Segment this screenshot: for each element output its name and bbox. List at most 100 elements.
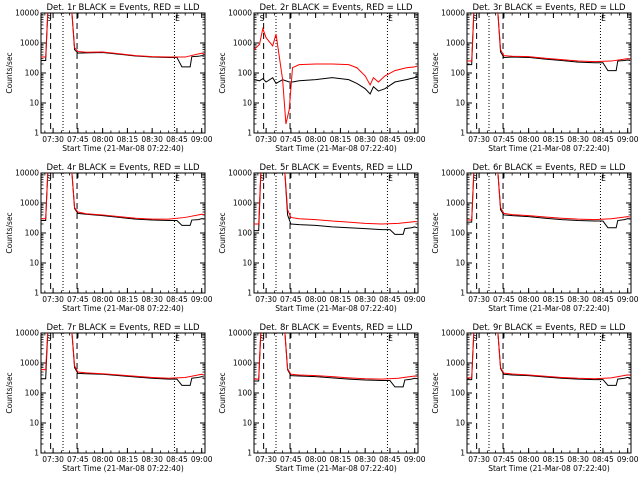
x-tick-label: 07:45 xyxy=(493,135,515,144)
plot-frame xyxy=(466,172,632,294)
series-group xyxy=(41,173,205,226)
end-marker-label: E xyxy=(601,334,606,343)
start-marker-label: S xyxy=(260,174,265,183)
x-tick-label: 09:00 xyxy=(404,455,426,464)
x-tick-label: 09:00 xyxy=(191,455,213,464)
chart-panel-7: Det. 7r BLACK = Events, RED = LLD 1 10 100 1… xyxy=(5,323,213,473)
plot-frame xyxy=(40,332,206,454)
end-marker-label: E xyxy=(388,174,393,183)
x-axis-label: Start Time (21-Mar-08 07:22:40) xyxy=(488,304,610,313)
end-marker-label: E xyxy=(175,174,180,183)
x-tick-label: 07:30 xyxy=(255,295,277,304)
chart-title: Det. 3r BLACK = Events, RED = LLD xyxy=(472,3,626,13)
series-group xyxy=(467,13,631,72)
y-tick-label: 10 xyxy=(29,419,39,428)
y-tick-label: 10000 xyxy=(441,169,465,178)
x-tick-label: 08:45 xyxy=(166,295,188,304)
chart-panel-2: Det. 2r BLACK = Events, RED = LLD 1 10 100 1… xyxy=(218,3,426,153)
chart-title: Det. 6r BLACK = Events, RED = LLD xyxy=(472,163,626,173)
y-tick-label: 1000 xyxy=(446,359,465,368)
x-tick-label: 08:45 xyxy=(166,135,188,144)
y-tick-label: 1 xyxy=(460,289,465,298)
y-tick-label: 10 xyxy=(455,99,465,108)
y-tick-label: 1 xyxy=(247,129,252,138)
y-tick-label: 100 xyxy=(451,229,466,238)
x-tick-label: 07:45 xyxy=(67,135,89,144)
x-tick-label: 08:00 xyxy=(518,135,540,144)
end-marker-label: E xyxy=(388,334,393,343)
x-tick-label: 08:15 xyxy=(330,295,352,304)
x-axis-label: Start Time (21-Mar-08 07:22:40) xyxy=(488,464,610,473)
x-axis-label: Start Time (21-Mar-08 07:22:40) xyxy=(62,144,184,153)
x-tick-label: 08:30 xyxy=(567,455,589,464)
y-tick-label: 10000 xyxy=(441,329,465,338)
y-tick-label: 1000 xyxy=(233,199,252,208)
y-axis-label: Counts/sec xyxy=(218,212,227,253)
chart-title: Det. 9r BLACK = Events, RED = LLD xyxy=(472,323,626,333)
y-tick-label: 100 xyxy=(25,229,40,238)
series-line-events xyxy=(41,13,205,68)
y-axis-label: Counts/sec xyxy=(431,212,440,253)
chart-panel-1: Det. 1r BLACK = Events, RED = LLD 1 10 100 1… xyxy=(5,3,213,153)
chart-panel-6: Det. 6r BLACK = Events, RED = LLD 1 10 100 1… xyxy=(431,163,639,313)
x-tick-label: 09:00 xyxy=(404,295,426,304)
x-axis-label: Start Time (21-Mar-08 07:22:40) xyxy=(488,144,610,153)
y-tick-label: 1 xyxy=(34,289,39,298)
y-tick-label: 10000 xyxy=(15,169,39,178)
y-tick-label: 100 xyxy=(238,389,253,398)
x-tick-label: 07:30 xyxy=(42,455,64,464)
end-marker-label: E xyxy=(601,174,606,183)
x-tick-label: 07:45 xyxy=(67,455,89,464)
series-line-lld xyxy=(41,173,205,220)
chart-panel-8: Det. 8r BLACK = Events, RED = LLD 1 10 100 1… xyxy=(218,323,426,473)
y-tick-label: 100 xyxy=(25,69,40,78)
x-tick-label: 08:00 xyxy=(92,455,114,464)
y-tick-label: 10 xyxy=(242,99,252,108)
end-marker-label: E xyxy=(175,334,180,343)
x-tick-label: 08:15 xyxy=(330,135,352,144)
x-tick-label: 08:30 xyxy=(141,135,163,144)
x-axis-label: Start Time (21-Mar-08 07:22:40) xyxy=(62,304,184,313)
series-line-events xyxy=(254,173,418,235)
x-tick-label: 07:45 xyxy=(280,135,302,144)
x-tick-label: 09:00 xyxy=(191,135,213,144)
y-tick-label: 10 xyxy=(242,259,252,268)
x-tick-label: 08:45 xyxy=(379,455,401,464)
x-tick-label: 08:00 xyxy=(518,295,540,304)
series-group xyxy=(254,333,418,388)
x-tick-label: 09:00 xyxy=(404,135,426,144)
chart-title: Det. 8r BLACK = Events, RED = LLD xyxy=(259,323,413,333)
x-tick-label: 07:45 xyxy=(493,295,515,304)
x-tick-label: 08:00 xyxy=(92,135,114,144)
y-axis-label: Counts/sec xyxy=(431,52,440,93)
series-group xyxy=(467,173,631,229)
y-tick-label: 1 xyxy=(34,449,39,458)
chart-panel-5: Det. 5r BLACK = Events, RED = LLD 1 10 100 1… xyxy=(218,163,426,313)
start-marker-label: S xyxy=(47,334,52,343)
x-tick-label: 08:15 xyxy=(543,135,565,144)
end-marker-label: E xyxy=(601,14,606,23)
series-line-events xyxy=(467,333,631,386)
y-tick-label: 100 xyxy=(238,69,253,78)
series-line-lld xyxy=(467,173,631,221)
series-group xyxy=(254,173,418,235)
x-tick-label: 08:45 xyxy=(379,135,401,144)
start-marker-label: S xyxy=(473,334,478,343)
series-line-events xyxy=(254,75,418,95)
x-tick-label: 07:30 xyxy=(42,295,64,304)
chart-panel-9: Det. 9r BLACK = Events, RED = LLD 1 10 100 1… xyxy=(431,323,639,473)
x-tick-label: 08:00 xyxy=(305,295,327,304)
y-tick-label: 10000 xyxy=(228,169,252,178)
series-group xyxy=(41,13,205,68)
x-tick-label: 08:45 xyxy=(166,455,188,464)
chart-panel-3: Det. 3r BLACK = Events, RED = LLD 1 10 100 1… xyxy=(431,3,639,153)
x-tick-label: 08:30 xyxy=(567,295,589,304)
y-tick-label: 100 xyxy=(451,69,466,78)
y-tick-label: 10000 xyxy=(441,9,465,18)
series-line-events xyxy=(41,173,205,226)
x-tick-label: 08:00 xyxy=(305,135,327,144)
series-line-lld xyxy=(254,173,418,225)
x-tick-label: 08:15 xyxy=(117,295,139,304)
x-tick-label: 08:15 xyxy=(543,295,565,304)
